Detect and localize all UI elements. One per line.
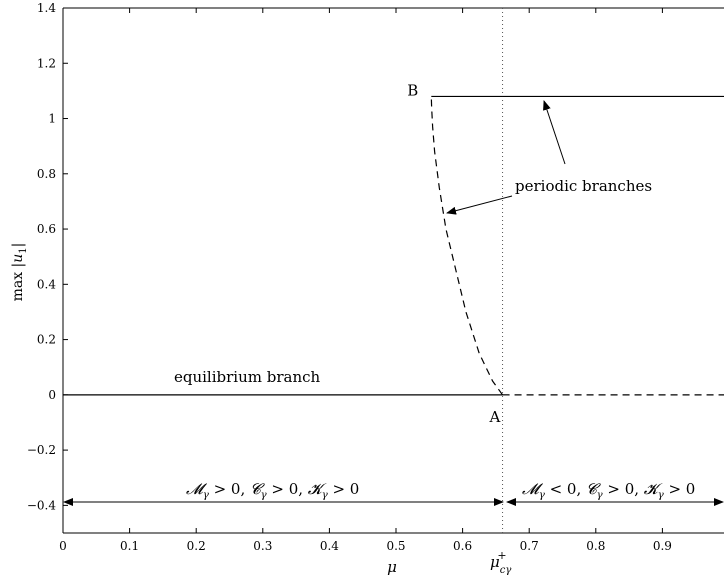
periodic-branches-label: periodic branches xyxy=(515,177,652,195)
x-tick-label: 0.7 xyxy=(520,539,539,553)
y-tick-label: −0.2 xyxy=(27,443,56,457)
equilibrium-branch-label: equilibrium branch xyxy=(174,368,321,386)
critical-value-label: μcγ+ xyxy=(490,549,511,576)
x-tick-label: 0.1 xyxy=(120,539,139,553)
x-tick-label: 0.5 xyxy=(386,539,405,553)
y-tick-label: 0.6 xyxy=(37,222,56,236)
y-tick-label: 1 xyxy=(48,112,56,126)
periodic-arrow-to-dashed xyxy=(446,195,513,215)
y-tick-label: 1.4 xyxy=(37,1,56,15)
region-right-label: 𝓜γ < 0, 𝓒γ > 0, 𝓚γ > 0 xyxy=(522,480,695,501)
region-left-label: 𝓜γ > 0, 𝓒γ > 0, 𝓚γ > 0 xyxy=(186,480,359,501)
y-tick-label: 0 xyxy=(48,388,56,402)
y-axis-ticks: −0.4 −0.2 0 0.2 0.4 0.6 0.8 1 1.2 1.4 xyxy=(27,1,68,512)
periodic-arrow-to-solid xyxy=(543,100,566,165)
x-axis-ticks: 0 0.1 0.2 0.3 0.4 0.5 0.6 0.7 0.8 0.9 xyxy=(59,8,672,553)
point-label-b: B xyxy=(407,81,418,99)
y-tick-label: 0.2 xyxy=(37,333,56,347)
series-layer xyxy=(63,95,724,396)
y-tick-label: 0.8 xyxy=(37,167,56,181)
x-tick-label: 0 xyxy=(59,539,67,553)
x-axis-label: μ xyxy=(387,558,397,576)
y-axis-label: max |u1| xyxy=(10,243,29,302)
point-label-a: A xyxy=(489,408,501,426)
x-tick-label: 0.8 xyxy=(586,539,605,553)
y-tick-label: 0.4 xyxy=(37,277,56,291)
x-tick-label: 0.3 xyxy=(253,539,272,553)
y-tick-label: 1.2 xyxy=(37,56,56,70)
series-periodic-unstable xyxy=(430,96,504,396)
x-tick-label: 0.6 xyxy=(453,539,472,553)
x-tick-label: 0.2 xyxy=(187,539,206,553)
x-tick-label: 0.9 xyxy=(653,539,672,553)
x-tick-label: 0.4 xyxy=(320,539,339,553)
y-tick-label: −0.4 xyxy=(27,498,57,512)
